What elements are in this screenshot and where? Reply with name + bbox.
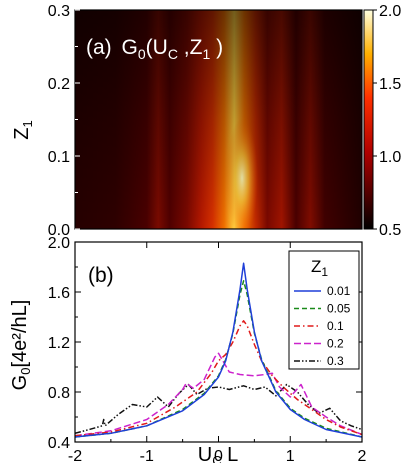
colorbar-tick-label: 1.5	[379, 76, 401, 93]
legend-box	[288, 250, 360, 370]
panel-b-xtick-label: -1	[140, 448, 154, 463]
panel-a-ylabel: Z1	[11, 120, 35, 139]
panel-b-ytick-label: 1.2	[48, 335, 70, 352]
panel-b-axes: -2 -1 0 1 2 0.4 0.8 1.2 1.6 2.0	[48, 235, 367, 463]
panel-a-ytick-label: 0.2	[48, 76, 70, 93]
series-line-0-1	[75, 320, 362, 437]
panel-b-ytick-label: 2.0	[48, 235, 70, 252]
panel-a-ytick-label: 0.0	[48, 222, 70, 239]
panel-b: -2 -1 0 1 2 0.4 0.8 1.2 1.6 2.0 (b) G0[4e²/hL] UC…	[9, 235, 367, 463]
panel-a-y-axis: 0.0 0.1 0.2 0.3	[48, 3, 80, 239]
panel-b-label: (b)	[88, 264, 114, 287]
legend-label: 0.3	[327, 354, 344, 368]
panel-b-xlabel: UC L	[198, 444, 239, 463]
colorbar-tick-label: 0.5	[379, 222, 401, 239]
legend-label: 0.05	[327, 302, 351, 316]
series-line-0-01	[75, 262, 362, 438]
panel-b-xtick-label: 1	[286, 448, 295, 463]
panel-b-xtick-label: 2	[358, 448, 367, 463]
colorbar-tick-label: 1.0	[379, 149, 401, 166]
panel-b-ytick-label: 0.4	[48, 435, 70, 452]
legend-label: 0.01	[327, 284, 351, 298]
legend-label: 0.1	[327, 319, 344, 333]
legend-label: 0.2	[327, 337, 344, 351]
panel-a-ytick-label: 0.3	[48, 3, 70, 20]
legend-items: 0.01 0.05 0.1 0.2 0.3	[294, 284, 351, 368]
legend-title: Z1	[311, 257, 328, 279]
colorbar	[363, 9, 374, 230]
legend: Z1 0.01 0.05 0.1 0.2 0.3	[288, 250, 360, 370]
colorbar-tick-label: 2.0	[379, 3, 401, 20]
series-line-0-2	[75, 352, 362, 437]
panel-b-xtick-label: 0	[214, 448, 223, 463]
panel-a-ytick-label: 0.1	[48, 149, 70, 166]
panel-a-title: (a) G0(UC ,Z1 )	[86, 36, 223, 62]
colorbar-ticks: 0.5 1.0 1.5 2.0	[373, 3, 401, 239]
panel-b-ytick-label: 0.8	[48, 385, 70, 402]
heatmap-shade	[75, 10, 362, 229]
series-line-0-05	[75, 280, 362, 438]
series-lines	[75, 262, 362, 438]
panel-b-ytick-label: 1.6	[48, 285, 70, 302]
heatmap-area	[75, 10, 362, 229]
panel-b-xtick-label: -2	[68, 448, 82, 463]
panel-b-ylabel: G0[4e²/hL]	[9, 300, 33, 391]
panel-a: (a) G0(UC ,Z1 ) 0.0 0.1 0.2 0.3 Z1 0.5 1.0 1.…	[11, 3, 401, 239]
